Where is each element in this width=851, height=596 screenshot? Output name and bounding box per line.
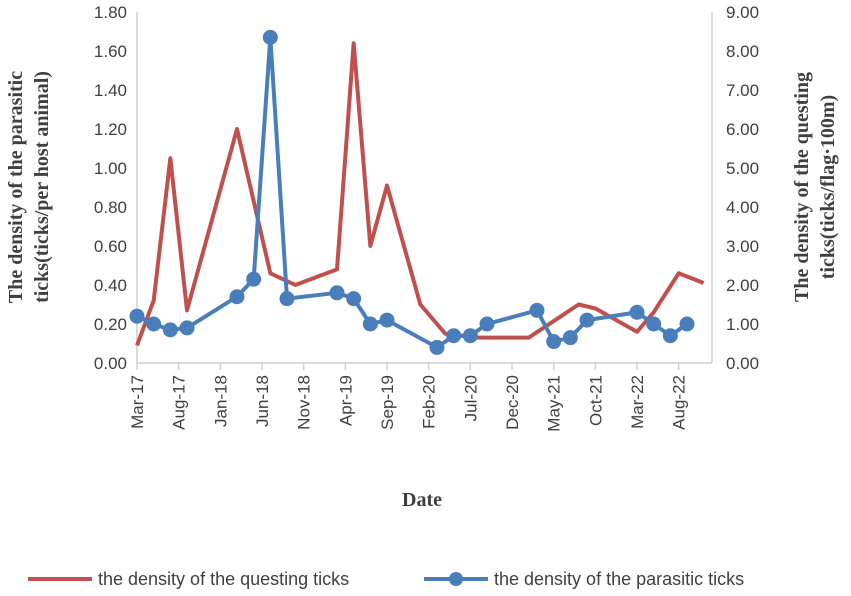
y-axis-title-right-line1: The density of the questing [791, 72, 813, 302]
data-point [246, 271, 262, 287]
data-point [546, 334, 562, 350]
x-tick-label: Jan-18 [211, 375, 230, 427]
right-y-tick-label: 3.00 [726, 237, 759, 256]
data-point [362, 316, 378, 332]
data-point [162, 322, 178, 338]
left-y-tick-label: 1.80 [94, 3, 127, 22]
data-point [646, 316, 662, 332]
y-axis-title-left-line2: ticks(ticks/per host animal) [31, 71, 53, 303]
data-point [329, 285, 345, 301]
right-y-tick-labels: 0.00 1.00 2.00 3.00 4.00 5.00 6.00 7.00 8.00 9.00 [726, 3, 759, 373]
x-tick-label: Oct-21 [586, 375, 605, 426]
left-y-tick-label: 1.20 [94, 120, 127, 139]
data-point [629, 304, 645, 320]
series-layer [129, 29, 705, 355]
legend-label-parasitic: the density of the parasitic ticks [494, 569, 744, 589]
data-point [429, 339, 445, 355]
left-y-tick-label: 0.20 [94, 315, 127, 334]
right-y-tick-label: 7.00 [726, 81, 759, 100]
data-point [662, 328, 678, 344]
legend: the density of the questing ticks the de… [28, 569, 744, 589]
data-point [129, 308, 145, 324]
data-point [479, 316, 495, 332]
legend-marker-parasitic [449, 572, 463, 586]
right-y-tick-label: 4.00 [726, 198, 759, 217]
data-point [229, 289, 245, 305]
data-point [529, 302, 545, 318]
x-tick-label: Mar-17 [128, 375, 147, 429]
x-tick-label: Aug-22 [670, 375, 689, 430]
x-tick-label: Dec-20 [503, 375, 522, 430]
left-y-tick-label: 0.00 [94, 354, 127, 373]
x-tick-label: Feb-20 [420, 375, 439, 429]
data-point [562, 330, 578, 346]
data-point [346, 291, 362, 307]
x-tick-labels: Mar-17 Aug-17 Jan-18 Jun-18 Nov-18 Apr-19 Sep-… [128, 363, 689, 432]
data-point [579, 312, 595, 328]
x-tick-label: Apr-19 [336, 375, 355, 426]
right-y-tick-label: 2.00 [726, 276, 759, 295]
data-point [679, 316, 695, 332]
right-y-tick-label: 6.00 [726, 120, 759, 139]
right-y-tick-label: 1.00 [726, 315, 759, 334]
left-y-tick-labels: 0.00 0.20 0.40 0.60 0.80 1.00 1.20 1.40 1.60 1.80 [94, 3, 127, 373]
series-questing [135, 41, 705, 347]
x-tick-label: Nov-18 [295, 375, 314, 430]
x-axis-title: Date [402, 489, 442, 511]
left-y-tick-label: 1.00 [94, 159, 127, 178]
right-y-tick-label: 5.00 [726, 159, 759, 178]
left-y-tick-label: 0.80 [94, 198, 127, 217]
series-line [136, 35, 689, 350]
x-tick-label: Aug-17 [170, 375, 189, 430]
legend-label-questing: the density of the questing ticks [98, 569, 349, 589]
left-y-tick-label: 0.40 [94, 276, 127, 295]
x-tick-label: Jun-18 [253, 375, 272, 427]
data-point [462, 328, 478, 344]
left-y-tick-label: 1.60 [94, 42, 127, 61]
series-parasitic [129, 29, 695, 355]
right-y-tick-label: 0.00 [726, 354, 759, 373]
axes [136, 12, 713, 364]
y-axis-title-right-line2: ticks(ticks/flag·100m) [817, 95, 839, 279]
series-line [135, 41, 705, 347]
right-y-tick-label: 9.00 [726, 3, 759, 22]
data-point [179, 320, 195, 336]
left-y-tick-label: 0.60 [94, 237, 127, 256]
x-tick-label: May-21 [545, 375, 564, 432]
x-tick-label: Mar-22 [628, 375, 647, 429]
x-tick-label: Jul-20 [461, 375, 480, 421]
data-point [279, 291, 295, 307]
data-point [446, 328, 462, 344]
right-y-tick-label: 8.00 [726, 42, 759, 61]
y-axis-title-left-line1: The density of the parasitic [5, 71, 27, 303]
left-y-tick-label: 1.40 [94, 81, 127, 100]
data-point [262, 29, 278, 45]
x-tick-label: Sep-19 [378, 375, 397, 430]
data-point [146, 316, 162, 332]
data-point [379, 312, 395, 328]
